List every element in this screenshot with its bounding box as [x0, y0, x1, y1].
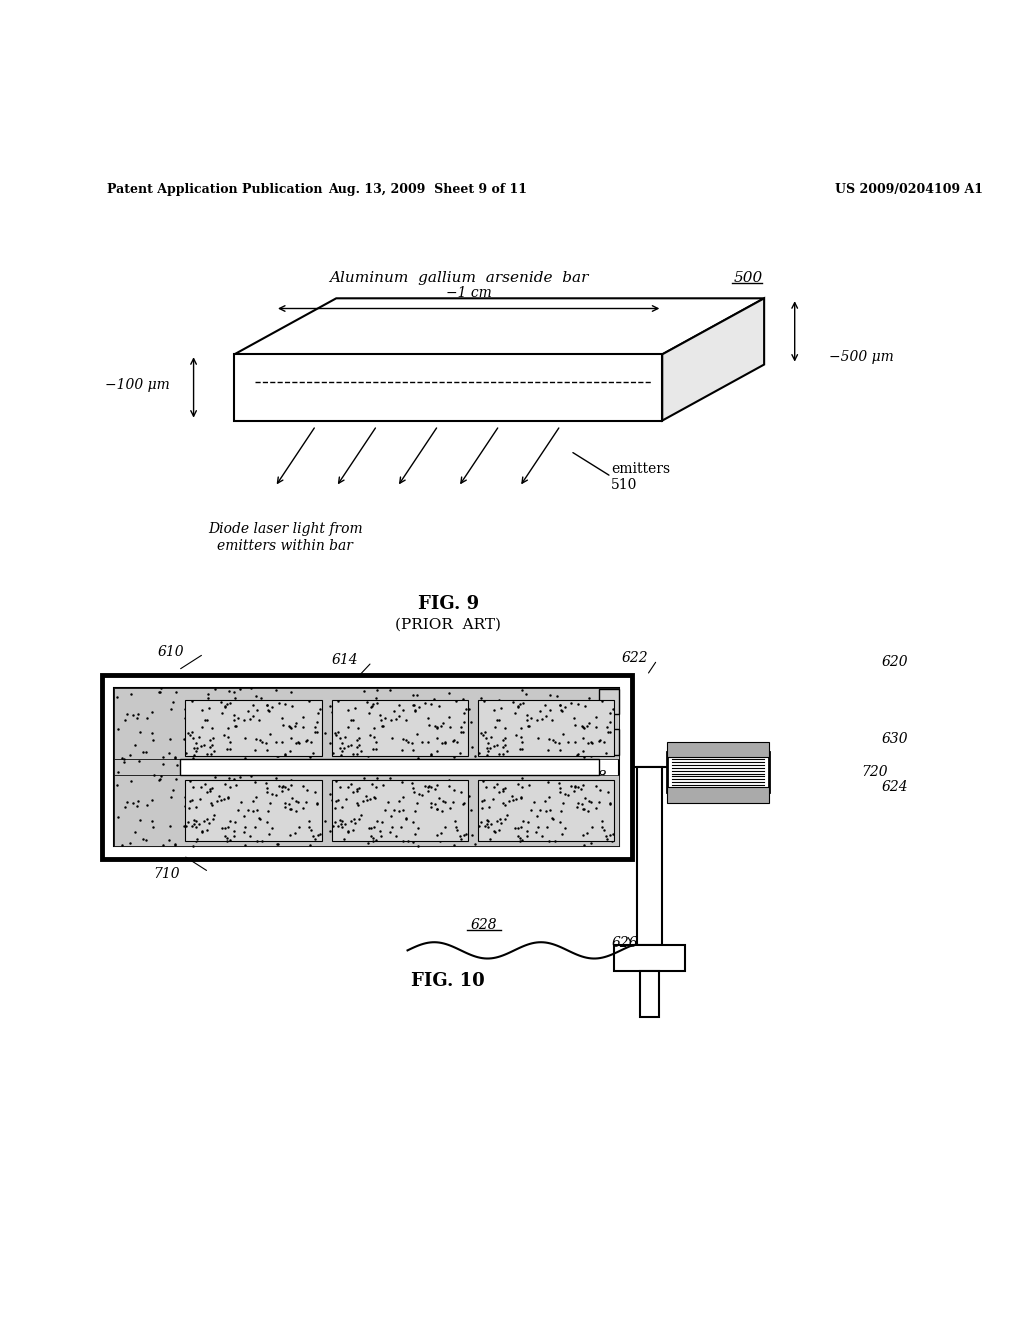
Text: −500 μm: −500 μm: [828, 350, 893, 364]
Bar: [640, 970, 658, 1016]
Bar: [114, 775, 620, 846]
Bar: [180, 759, 599, 775]
Polygon shape: [663, 298, 764, 421]
Text: 626: 626: [611, 936, 638, 950]
Bar: [637, 767, 663, 945]
Text: 630: 630: [882, 733, 908, 747]
Bar: [185, 700, 322, 756]
Text: −100 μm: −100 μm: [105, 379, 170, 392]
Text: 610: 610: [158, 645, 184, 659]
Bar: [478, 700, 614, 756]
Polygon shape: [234, 354, 663, 421]
Text: 628: 628: [471, 917, 498, 932]
Bar: [101, 676, 632, 859]
Text: emitters
510: emitters 510: [611, 462, 671, 492]
Bar: [114, 688, 620, 759]
Text: 500: 500: [733, 271, 763, 285]
Bar: [478, 780, 614, 841]
Bar: [114, 759, 180, 775]
Text: 614: 614: [331, 653, 357, 667]
Bar: [332, 700, 468, 756]
Bar: [185, 780, 322, 841]
Text: 624: 624: [882, 780, 908, 795]
Text: Aug. 13, 2009  Sheet 9 of 11: Aug. 13, 2009 Sheet 9 of 11: [329, 182, 527, 195]
Polygon shape: [234, 298, 764, 354]
Bar: [599, 729, 620, 755]
Text: US 2009/0204109 A1: US 2009/0204109 A1: [836, 182, 983, 195]
Text: 710: 710: [153, 867, 179, 880]
Text: Aluminum  gallium  arsenide  bar: Aluminum gallium arsenide bar: [329, 271, 588, 285]
Bar: [668, 751, 769, 792]
Text: −1 cm: −1 cm: [445, 286, 492, 301]
Text: Diode laser light from
emitters within bar: Diode laser light from emitters within b…: [208, 523, 362, 553]
Bar: [668, 787, 769, 803]
Bar: [332, 780, 468, 841]
Bar: [668, 742, 769, 756]
Bar: [599, 689, 620, 714]
Bar: [114, 688, 620, 846]
Text: FIG. 10: FIG. 10: [412, 972, 485, 990]
Text: (PRIOR  ART): (PRIOR ART): [395, 618, 502, 631]
Text: 720: 720: [861, 766, 888, 779]
Text: Patent Application Publication: Patent Application Publication: [106, 182, 323, 195]
Text: 622: 622: [622, 651, 648, 665]
Bar: [613, 945, 685, 970]
Text: FIG. 9: FIG. 9: [418, 595, 479, 612]
Text: 620: 620: [882, 655, 908, 669]
Text: 618: 618: [581, 770, 607, 784]
